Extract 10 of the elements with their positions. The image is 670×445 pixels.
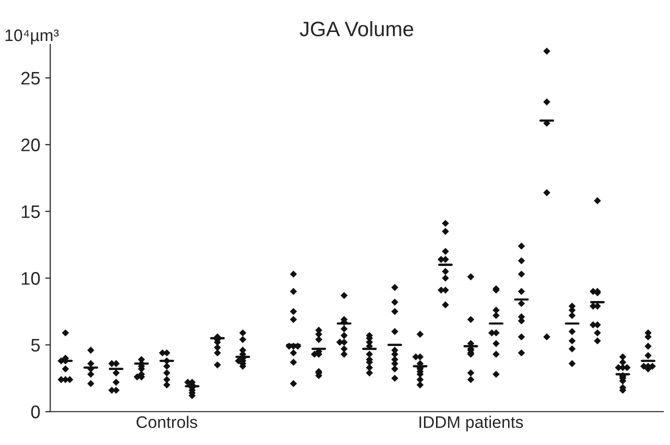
y-axis-title: 10⁴µm³ bbox=[6, 29, 59, 44]
x-tick-label: IDDM patients bbox=[420, 416, 523, 432]
y-tick-label: 20 bbox=[21, 138, 40, 152]
x-tick-label: Controls bbox=[136, 416, 198, 428]
y-tick-label: 25 bbox=[21, 72, 40, 85]
y-tick-label: 0 bbox=[31, 406, 40, 418]
y-tick-label: 5 bbox=[31, 338, 40, 352]
y-tick-label: 10 bbox=[22, 272, 40, 285]
chart-title: JGA Volume bbox=[300, 21, 414, 36]
y-tick-label: 15 bbox=[22, 205, 40, 218]
